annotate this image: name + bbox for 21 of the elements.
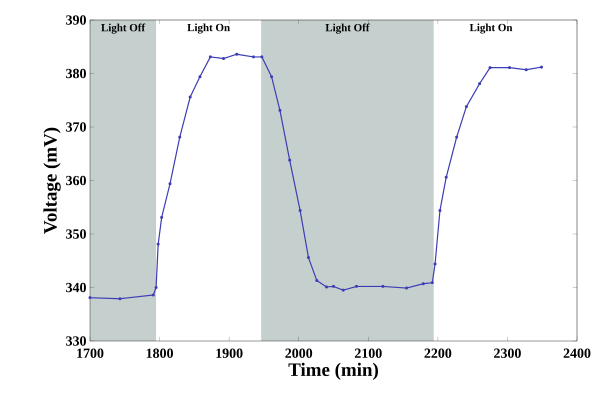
y-tick-label: 330 (66, 336, 86, 346)
y-tick-label: 340 (66, 282, 86, 292)
y-tick-label: 360 (66, 176, 86, 186)
y-tick-label: 380 (66, 68, 86, 78)
x-tick-label: 2300 (494, 348, 521, 358)
x-tick-label: 1700 (77, 348, 104, 358)
x-tick-label: 1800 (146, 348, 173, 358)
x-tick-label: 2100 (354, 348, 382, 358)
band-label: Light Off (326, 24, 370, 34)
band-label: Light Off (101, 24, 146, 34)
x-axis-title: Time (min) (288, 362, 378, 380)
annotation: Light On (187, 24, 230, 34)
x-tick-label: 2200 (424, 348, 452, 358)
y-tick-label: 370 (66, 122, 86, 132)
y-axis-title: Voltage (mV) (43, 128, 61, 234)
x-tick-label: 2000 (285, 348, 312, 358)
x-tick-label: 1900 (216, 348, 243, 358)
y-tick-label: 390 (66, 15, 86, 25)
y-tick-label: 350 (66, 229, 86, 239)
annotation: Light On (470, 24, 512, 34)
x-tick-label: 2400 (564, 348, 590, 358)
